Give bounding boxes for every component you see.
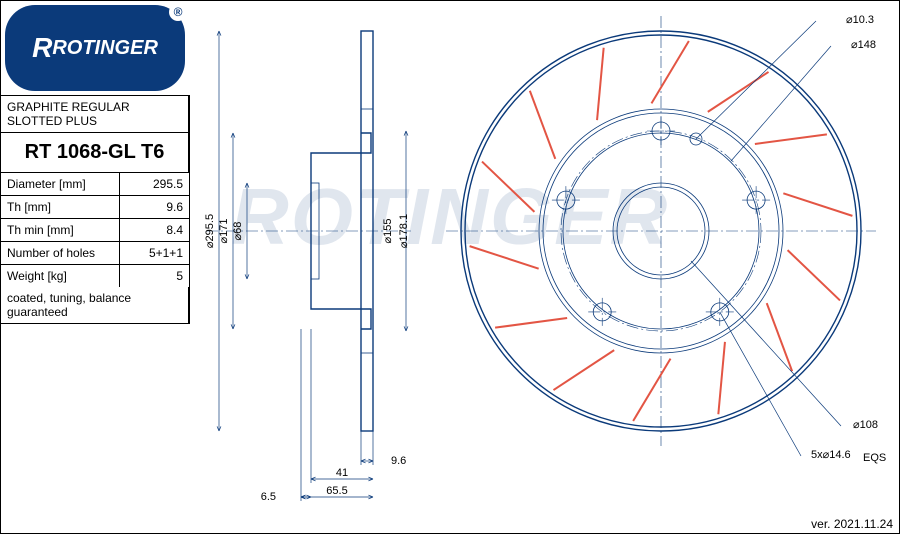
spec-label: Th [mm] <box>1 196 120 218</box>
spec-row: Th [mm]9.6 <box>1 196 189 219</box>
spec-value: 8.4 <box>120 219 189 241</box>
svg-text:⌀171: ⌀171 <box>218 219 230 244</box>
spec-label: Number of holes <box>1 242 120 264</box>
svg-text:⌀178.1: ⌀178.1 <box>398 214 410 248</box>
note: coated, tuning, balance guaranteed <box>1 287 189 323</box>
svg-text:⌀295.5: ⌀295.5 <box>204 214 216 248</box>
svg-text:EQS: EQS <box>863 452 886 464</box>
spec-value: 5+1+1 <box>120 242 189 264</box>
spec-row: Diameter [mm]295.5 <box>1 173 189 196</box>
product-line: GRAPHITE REGULAR SLOTTED PLUS <box>1 96 189 132</box>
spec-value: 9.6 <box>120 196 189 218</box>
part-number: RT 1068-GL T6 <box>1 133 189 172</box>
svg-text:⌀148: ⌀148 <box>851 39 876 51</box>
svg-text:⌀10.3: ⌀10.3 <box>846 14 874 26</box>
spec-table: GRAPHITE REGULAR SLOTTED PLUS RT 1068-GL… <box>1 95 190 324</box>
spec-row: Number of holes5+1+1 <box>1 242 189 265</box>
spec-label: Weight [kg] <box>1 265 120 287</box>
svg-text:⌀68: ⌀68 <box>232 222 244 241</box>
spec-label: Diameter [mm] <box>1 173 120 195</box>
spec-label: Th min [mm] <box>1 219 120 241</box>
technical-drawing: ⌀295.5⌀171⌀68 ⌀155 ⌀178.1 9.6 41 65.5 6.5 ⌀10.… <box>191 1 900 534</box>
spec-value: 295.5 <box>120 173 189 195</box>
brand-text: ROTINGER <box>52 37 158 60</box>
version: ver. 2021.11.24 <box>811 517 893 531</box>
spec-row: Weight [kg]5 <box>1 265 189 287</box>
svg-text:41: 41 <box>336 467 348 479</box>
svg-text:⌀108: ⌀108 <box>853 419 878 431</box>
svg-text:9.6: 9.6 <box>391 455 406 467</box>
svg-text:5x⌀14.6: 5x⌀14.6 <box>811 449 851 461</box>
spec-value: 5 <box>120 265 189 287</box>
brand-logo: RROTINGER ® <box>5 5 185 91</box>
svg-text:65.5: 65.5 <box>326 485 347 497</box>
spec-row: Th min [mm]8.4 <box>1 219 189 242</box>
svg-text:⌀155: ⌀155 <box>382 219 394 244</box>
registered-mark: ® <box>169 3 187 21</box>
svg-text:6.5: 6.5 <box>261 491 276 503</box>
